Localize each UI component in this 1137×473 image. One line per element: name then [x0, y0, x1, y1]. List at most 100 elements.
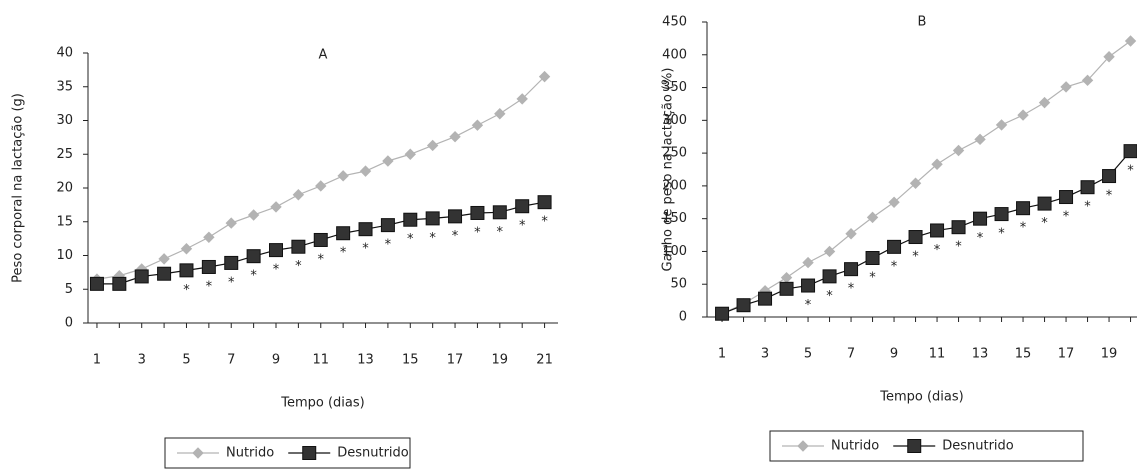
point	[291, 239, 306, 254]
legend-marker	[907, 439, 922, 453]
legend-box	[164, 437, 411, 469]
y-tick-label: 350	[662, 80, 687, 95]
x-tick-label: 13	[357, 353, 374, 368]
x-tick-label: 1	[718, 347, 726, 362]
x-tick-label: 17	[447, 353, 464, 368]
significance-marker: *	[1106, 189, 1113, 204]
point	[823, 245, 836, 258]
x-tick-label: 5	[182, 353, 190, 368]
point	[516, 93, 528, 105]
x-tick-label: 11	[312, 353, 329, 368]
series-line	[721, 40, 1131, 315]
significance-marker: *	[998, 227, 1005, 242]
point	[269, 243, 283, 258]
point	[931, 158, 943, 170]
point	[225, 217, 237, 229]
point	[448, 209, 463, 224]
legend-label: Desnutrido	[337, 446, 409, 461]
point	[425, 211, 440, 226]
significance-marker: *	[318, 252, 325, 267]
point	[382, 155, 394, 167]
point	[1080, 180, 1095, 195]
x-tick-label: 3	[761, 347, 769, 362]
point	[802, 256, 814, 269]
significance-marker: *	[429, 231, 436, 246]
x-tick-label: 15	[1015, 347, 1032, 362]
legend-marker	[192, 447, 204, 459]
legend-marker	[797, 440, 809, 452]
point	[801, 278, 816, 293]
point	[494, 108, 506, 120]
point	[866, 211, 879, 224]
significance-marker: *	[407, 232, 414, 247]
significance-marker: *	[1063, 210, 1070, 225]
legend-label: Nutrido	[831, 439, 879, 454]
significance-marker: *	[826, 289, 833, 304]
legend-label: Desnutrido	[942, 439, 1014, 454]
point	[1103, 51, 1115, 63]
significance-marker: *	[977, 231, 984, 246]
point	[887, 239, 902, 254]
point	[995, 119, 1008, 131]
significance-marker: *	[1020, 221, 1027, 236]
x-tick-label: 7	[847, 347, 855, 362]
point	[952, 144, 965, 157]
point	[471, 119, 484, 131]
point	[336, 226, 351, 241]
point	[538, 70, 551, 83]
significance-marker: *	[250, 269, 257, 284]
point	[930, 223, 945, 238]
point	[845, 228, 857, 240]
point	[403, 212, 418, 227]
point	[270, 201, 282, 213]
point	[973, 211, 988, 226]
y-tick-label: 300	[662, 113, 687, 128]
significance-marker: *	[295, 259, 302, 274]
point	[203, 231, 215, 243]
point	[844, 262, 859, 277]
point	[1081, 74, 1094, 87]
significance-marker: *	[362, 242, 369, 257]
significance-marker: *	[273, 263, 280, 278]
point	[1037, 196, 1052, 211]
point	[337, 170, 349, 182]
significance-marker: *	[519, 219, 526, 234]
y-tick-label: 20	[56, 181, 73, 196]
point	[974, 133, 986, 146]
point	[515, 199, 530, 214]
significance-marker: *	[934, 243, 941, 258]
y-axis-label: Peso corporal na lactação (g)	[11, 93, 26, 283]
x-tick-label: 21	[536, 353, 553, 368]
significance-marker: *	[805, 298, 812, 313]
legend-box	[769, 430, 1084, 462]
point	[201, 259, 216, 274]
point	[180, 243, 193, 255]
y-tick-label: 450	[662, 15, 687, 30]
y-tick-label: 50	[670, 277, 687, 292]
x-tick-label: 5	[804, 347, 812, 362]
x-tick-label: 1	[93, 353, 101, 368]
chart-title: B	[918, 15, 927, 30]
significance-marker: *	[891, 259, 898, 274]
y-tick-label: 10	[56, 248, 73, 263]
point	[134, 269, 149, 284]
point	[1059, 190, 1074, 205]
significance-marker: *	[340, 246, 347, 261]
point	[715, 306, 730, 321]
point	[179, 263, 194, 278]
point	[1017, 109, 1029, 121]
point	[404, 148, 416, 160]
chart-title: A	[319, 48, 328, 63]
significance-marker: *	[1127, 164, 1134, 179]
y-tick-label: 25	[56, 147, 73, 162]
significance-marker: *	[955, 240, 962, 255]
point	[758, 291, 773, 306]
point	[292, 189, 305, 201]
significance-marker: *	[474, 225, 481, 240]
point	[994, 207, 1009, 222]
point	[1102, 169, 1117, 184]
point	[426, 139, 439, 152]
point	[1038, 96, 1051, 109]
point	[449, 130, 461, 143]
